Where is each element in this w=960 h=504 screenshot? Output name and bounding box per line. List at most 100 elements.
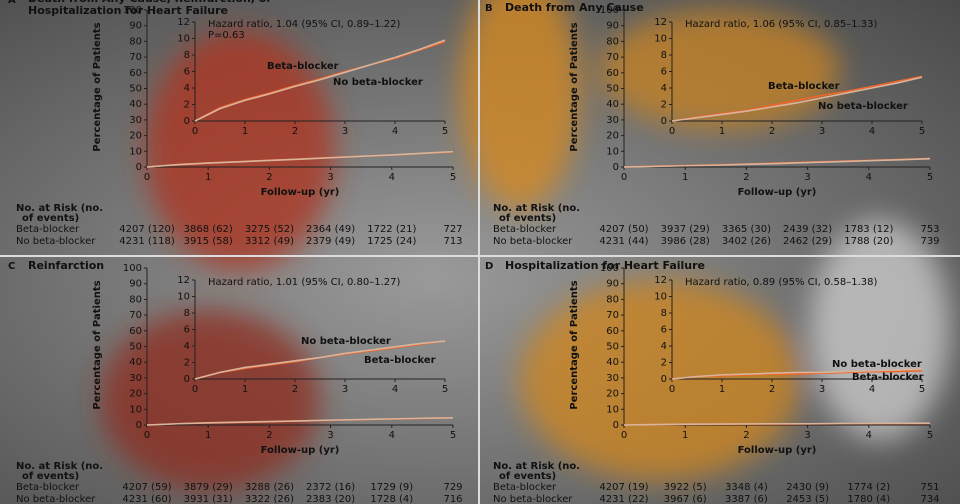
y-tick-label: 90 [129,279,142,290]
at-risk-cell: 1722 (21) [367,224,416,235]
y-tick-label: 10 [129,146,142,157]
at-risk-label: Beta-blocker [16,224,80,235]
series-label: No beta-blocker [818,101,908,112]
x-tick-label: 3 [327,172,333,183]
inset-y-tick-label: 10 [654,292,667,303]
x-tick-label: 4 [866,430,872,441]
at-risk-cell: 2372 (16) [306,482,355,493]
at-risk-cell: 1729 (9) [370,482,413,493]
at-risk-cell: 3986 (28) [661,236,710,247]
inset-y-tick-label: 2 [661,358,667,369]
annotation: P=0.63 [208,30,245,41]
x-tick-label: 0 [621,430,627,441]
y-tick-label: 50 [606,84,619,95]
at-risk-cell: 3322 (26) [245,494,294,504]
at-risk-cell: 3275 (52) [245,224,294,235]
y-tick-label: 30 [606,373,619,384]
x-tick-label: 1 [682,430,688,441]
main-curve [623,157,931,168]
at-risk-label: No beta-blocker [16,236,96,247]
at-risk-cell: 1728 (4) [370,494,413,504]
inset-x-tick-label: 4 [869,384,875,395]
inset-x-tick-label: 2 [292,384,298,395]
inset-y-tick-label: 8 [661,50,667,61]
x-tick-label: 1 [682,172,688,183]
inset-y-tick-label: 4 [661,341,667,352]
at-risk-cell: 4207 (50) [599,224,648,235]
inset-x-tick-label: 4 [392,126,398,137]
at-risk-cell: 3387 (6) [725,494,768,504]
x-tick-label: 4 [389,172,395,183]
panel-letter: D [485,261,493,272]
at-risk-cell: 753 [920,224,939,235]
panel-title: Death from Any Cause, Reinfarction, or H… [28,0,272,17]
x-tick-label: 0 [144,172,150,183]
annotation: Hazard ratio, 1.06 (95% CI, 0.85–1.33) [685,19,877,30]
inset-x-tick-label: 1 [719,126,725,137]
inset-x-tick-label: 4 [869,126,875,137]
at-risk-cell: 3348 (4) [725,482,768,493]
panel-letter: C [8,261,15,272]
at-risk-cell: 3937 (29) [661,224,710,235]
at-risk-cell: 3312 (49) [245,236,294,247]
y-tick-label: 0 [613,420,619,431]
inset-x-tick-label: 3 [342,126,348,137]
series-label: Beta-blocker [364,355,436,366]
y-tick-label: 80 [129,36,142,47]
inset-y-tick-label: 12 [654,17,667,28]
x-tick-label: 4 [866,172,872,183]
x-tick-label: 4 [389,430,395,441]
y-tick-label: 40 [129,357,142,368]
panel-title: Reinfarction [28,259,105,272]
at-risk-cell: 2430 (9) [786,482,829,493]
inset-x-tick-label: 2 [769,384,775,395]
x-tick-label: 1 [205,172,211,183]
panel-title: Hospitalization for Heart Failure [505,259,705,272]
at-risk-cell: 3402 (26) [722,236,771,247]
inset-y-tick-label: 2 [661,100,667,111]
y-tick-label: 80 [606,36,619,47]
inset-x-tick-label: 1 [242,384,248,395]
at-risk-cell: 4231 (118) [119,236,175,247]
inset-x-tick-label: 1 [719,384,725,395]
y-tick-label: 40 [606,357,619,368]
inset-y-tick-label: 10 [177,292,190,303]
at-risk-cell: 1780 (4) [847,494,890,504]
y-tick-label: 60 [606,326,619,337]
y-tick-label: 10 [129,404,142,415]
inset-y-tick-label: 4 [184,83,190,94]
series-label: Beta-blocker [768,81,840,92]
y-tick-label: 10 [606,146,619,157]
at-risk-cell: 2379 (49) [306,236,355,247]
inset-x-tick-label: 3 [342,384,348,395]
inset-y-tick-label: 0 [184,374,190,385]
inset-x-tick-label: 5 [919,126,925,137]
y-tick-label: 10 [606,404,619,415]
inset-x-tick-label: 0 [192,126,198,137]
y-tick-label: 90 [606,279,619,290]
series-label: No beta-blocker [333,77,423,88]
inset-y-tick-label: 8 [661,308,667,319]
at-risk-cell: 4207 (19) [599,482,648,493]
at-risk-cell: 4231 (44) [599,236,648,247]
inset-y-tick-label: 12 [654,275,667,286]
x-tick-label: 3 [327,430,333,441]
inset-y-tick-label: 6 [661,67,667,78]
at-risk-cell: 2383 (20) [306,494,355,504]
main-curve [623,422,931,426]
inset-y-tick-label: 6 [184,67,190,78]
inset-curve [671,76,923,122]
inset-y-tick-label: 12 [177,275,190,286]
y-tick-label: 70 [606,310,619,321]
y-tick-label: 70 [129,52,142,63]
at-risk-cell: 4207 (59) [122,482,171,493]
at-risk-label: Beta-blocker [493,224,557,235]
at-risk-cell: 3868 (62) [184,224,233,235]
panel-letter: B [485,3,493,14]
x-tick-label: 3 [804,172,810,183]
y-tick-label: 70 [129,310,142,321]
x-tick-label: 0 [144,430,150,441]
main-curve [146,150,454,168]
